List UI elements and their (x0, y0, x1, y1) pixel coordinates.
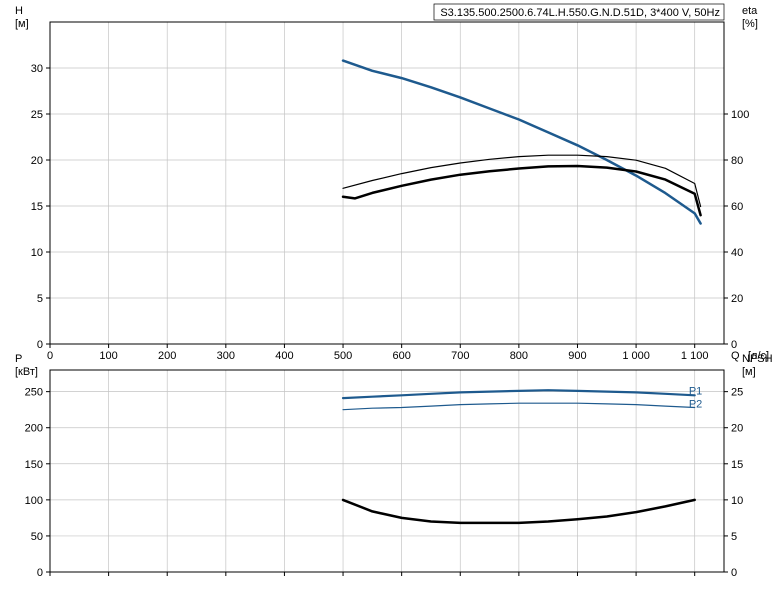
page-title: S3.135.500.2500.6.74L.H.550.G.N.D.51D, 3… (440, 7, 720, 19)
series-label-P2: P2 (689, 399, 702, 411)
svg-text:5: 5 (731, 531, 737, 543)
svg-text:250: 250 (25, 387, 43, 399)
chart-container: S3.135.500.2500.6.74L.H.550.G.N.D.51D, 3… (0, 0, 774, 611)
svg-text:800: 800 (510, 350, 528, 362)
svg-text:200: 200 (158, 350, 176, 362)
svg-text:400: 400 (275, 350, 293, 362)
svg-text:200: 200 (25, 423, 43, 435)
svg-text:20: 20 (31, 155, 43, 167)
svg-text:eta: eta (742, 5, 758, 17)
svg-text:Q: Q (731, 350, 740, 362)
svg-text:P: P (15, 353, 22, 365)
svg-text:150: 150 (25, 459, 43, 471)
svg-text:0: 0 (731, 567, 737, 579)
svg-text:600: 600 (392, 350, 410, 362)
svg-text:[м]: [м] (15, 18, 29, 30)
svg-text:15: 15 (731, 459, 743, 471)
svg-text:[кВт]: [кВт] (15, 366, 38, 378)
svg-text:100: 100 (99, 350, 117, 362)
svg-text:0: 0 (37, 339, 43, 351)
svg-text:700: 700 (451, 350, 469, 362)
svg-text:15: 15 (31, 201, 43, 213)
svg-text:300: 300 (217, 350, 235, 362)
svg-text:60: 60 (731, 201, 743, 213)
svg-text:1 000: 1 000 (622, 350, 650, 362)
svg-text:20: 20 (731, 423, 743, 435)
svg-text:40: 40 (731, 247, 743, 259)
svg-text:80: 80 (731, 155, 743, 167)
svg-text:50: 50 (31, 531, 43, 543)
svg-text:25: 25 (31, 109, 43, 121)
series-label-P1: P1 (689, 386, 702, 398)
svg-text:10: 10 (31, 247, 43, 259)
svg-text:0: 0 (37, 567, 43, 579)
svg-text:500: 500 (334, 350, 352, 362)
svg-text:10: 10 (731, 495, 743, 507)
svg-text:1 100: 1 100 (681, 350, 709, 362)
svg-text:30: 30 (31, 63, 43, 75)
svg-text:0: 0 (47, 350, 53, 362)
svg-text:25: 25 (731, 387, 743, 399)
chart-svg: S3.135.500.2500.6.74L.H.550.G.N.D.51D, 3… (0, 0, 774, 611)
svg-text:[%]: [%] (742, 18, 758, 30)
svg-text:H: H (15, 5, 23, 17)
svg-text:900: 900 (568, 350, 586, 362)
svg-text:5: 5 (37, 293, 43, 305)
svg-text:[м]: [м] (742, 366, 756, 378)
svg-text:NPSH: NPSH (742, 353, 773, 365)
svg-text:100: 100 (731, 109, 749, 121)
svg-text:20: 20 (731, 293, 743, 305)
svg-text:100: 100 (25, 495, 43, 507)
